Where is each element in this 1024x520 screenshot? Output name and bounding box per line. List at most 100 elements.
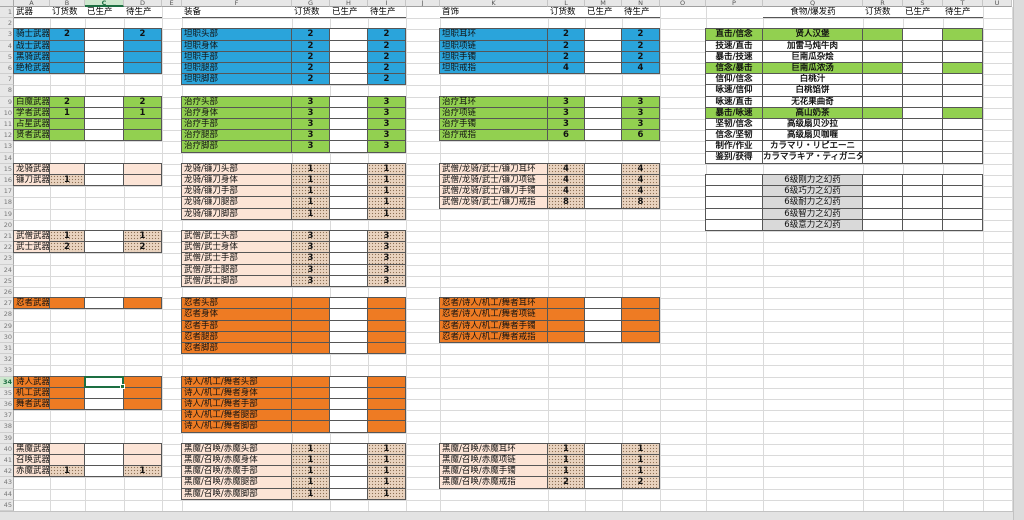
ordered-cell[interactable]: 3 bbox=[548, 96, 585, 108]
pending-cell[interactable]: 3 bbox=[368, 130, 406, 142]
ordered-cell[interactable] bbox=[863, 85, 903, 97]
row-label-cell[interactable]: 治疗耳环 bbox=[440, 96, 548, 108]
row-label-cell[interactable]: 龙骑/镰刀脚部 bbox=[182, 208, 292, 220]
row-label-cell[interactable]: 黑魔/召唤/赤魔项链 bbox=[440, 454, 548, 467]
column-header-I[interactable]: I bbox=[368, 0, 406, 7]
pending-cell[interactable] bbox=[943, 62, 983, 75]
ordered-cell[interactable]: 3 bbox=[548, 118, 585, 131]
ordered-cell[interactable]: 2 bbox=[292, 29, 330, 41]
column-header-C[interactable]: C bbox=[85, 0, 124, 7]
ordered-cell[interactable]: 4 bbox=[548, 186, 585, 198]
row-label-cell[interactable]: 镰刀武器 bbox=[14, 174, 50, 187]
produced-cell[interactable] bbox=[85, 443, 124, 455]
row-label-cell[interactable]: 绝枪武器 bbox=[14, 62, 50, 75]
ordered-cell[interactable] bbox=[548, 298, 585, 310]
row-header-31[interactable]: 31 bbox=[0, 343, 14, 355]
row-label-cell[interactable]: 坦职耳环 bbox=[440, 29, 548, 41]
ordered-cell[interactable]: 1 bbox=[50, 174, 85, 187]
produced-cell[interactable] bbox=[585, 51, 622, 63]
produced-cell[interactable] bbox=[85, 118, 124, 131]
ordered-cell[interactable] bbox=[50, 443, 85, 455]
row-header-16[interactable]: 16 bbox=[0, 175, 14, 187]
ordered-cell[interactable] bbox=[548, 331, 585, 343]
produced-cell[interactable] bbox=[903, 51, 943, 63]
column-header-L[interactable]: L bbox=[548, 0, 585, 7]
ordered-cell[interactable] bbox=[50, 387, 85, 399]
row-label-cell[interactable]: 治疗头部 bbox=[182, 96, 292, 108]
produced-cell[interactable] bbox=[903, 175, 943, 187]
row-label-cell[interactable]: 忍者/诗人/机工/舞者手镯 bbox=[440, 320, 548, 332]
produced-cell[interactable] bbox=[330, 421, 368, 433]
item-name-cell[interactable]: 6级巧力之幻药 bbox=[763, 186, 863, 198]
ordered-cell[interactable] bbox=[50, 298, 85, 310]
row-label-cell[interactable]: 黑魔/召唤/赤魔手部 bbox=[182, 466, 292, 478]
ordered-cell[interactable] bbox=[548, 320, 585, 332]
produced-cell[interactable] bbox=[330, 141, 368, 153]
row-header-4[interactable]: 4 bbox=[0, 40, 14, 52]
ordered-cell[interactable] bbox=[50, 40, 85, 52]
produced-cell[interactable] bbox=[330, 29, 368, 41]
row-header-22[interactable]: 22 bbox=[0, 242, 14, 254]
produced-cell[interactable] bbox=[85, 242, 124, 254]
pending-cell[interactable]: 4 bbox=[622, 62, 660, 75]
produced-cell[interactable] bbox=[330, 488, 368, 500]
row-header-14[interactable]: 14 bbox=[0, 152, 14, 164]
pending-cell[interactable] bbox=[943, 219, 983, 231]
ordered-cell[interactable] bbox=[292, 320, 330, 332]
pending-cell[interactable] bbox=[622, 320, 660, 332]
row-header-10[interactable]: 10 bbox=[0, 107, 14, 119]
row-header-36[interactable]: 36 bbox=[0, 399, 14, 411]
produced-cell[interactable] bbox=[903, 29, 943, 41]
pending-cell[interactable] bbox=[124, 174, 162, 187]
pending-cell[interactable]: 1 bbox=[622, 466, 660, 478]
row-label-cell[interactable]: 忍者腿部 bbox=[182, 331, 292, 343]
pending-cell[interactable] bbox=[368, 398, 406, 411]
pending-cell[interactable] bbox=[943, 152, 983, 164]
ordered-cell[interactable] bbox=[50, 163, 85, 175]
item-name-cell[interactable]: 高山奶茶 bbox=[763, 107, 863, 119]
ordered-cell[interactable]: 8 bbox=[548, 197, 585, 209]
pending-cell[interactable] bbox=[368, 320, 406, 332]
stat-cell[interactable] bbox=[706, 186, 763, 198]
column-header-H[interactable]: H bbox=[330, 0, 368, 7]
ordered-cell[interactable]: 1 bbox=[292, 186, 330, 198]
row-label-cell[interactable]: 机工武器 bbox=[14, 387, 50, 399]
produced-cell[interactable] bbox=[85, 163, 124, 175]
row-header-3[interactable]: 3 bbox=[0, 29, 14, 41]
pending-cell[interactable] bbox=[943, 96, 983, 108]
row-label-cell[interactable]: 坦职项链 bbox=[440, 40, 548, 52]
ordered-cell[interactable]: 1 bbox=[50, 466, 85, 478]
produced-cell[interactable] bbox=[585, 320, 622, 332]
row-label-cell[interactable]: 战士武器 bbox=[14, 40, 50, 52]
ordered-cell[interactable]: 2 bbox=[548, 51, 585, 63]
row-header-8[interactable]: 8 bbox=[0, 85, 14, 97]
ordered-cell[interactable]: 2 bbox=[50, 242, 85, 254]
produced-cell[interactable] bbox=[903, 197, 943, 209]
row-label-cell[interactable]: 治疗项链 bbox=[440, 107, 548, 119]
row-label-cell[interactable]: 忍者脚部 bbox=[182, 342, 292, 355]
pending-cell[interactable] bbox=[943, 51, 983, 63]
row-label-cell[interactable]: 治疗身体 bbox=[182, 107, 292, 119]
pending-cell[interactable]: 3 bbox=[622, 107, 660, 119]
pending-cell[interactable]: 4 bbox=[622, 163, 660, 175]
ordered-cell[interactable] bbox=[863, 118, 903, 131]
stat-cell[interactable]: 技速/直击 bbox=[706, 40, 763, 52]
pending-cell[interactable] bbox=[622, 309, 660, 321]
pending-cell[interactable]: 1 bbox=[124, 107, 162, 119]
ordered-cell[interactable] bbox=[548, 309, 585, 321]
pending-cell[interactable]: 1 bbox=[124, 466, 162, 478]
pending-cell[interactable]: 2 bbox=[124, 96, 162, 108]
ordered-cell[interactable]: 1 bbox=[292, 454, 330, 467]
pending-cell[interactable] bbox=[368, 376, 406, 388]
item-name-cell[interactable]: カラマラキア・ティガニタ bbox=[763, 152, 863, 164]
pending-cell[interactable] bbox=[124, 398, 162, 411]
column-header-M[interactable]: M bbox=[585, 0, 622, 7]
item-name-cell[interactable]: 6级意力之幻药 bbox=[763, 219, 863, 231]
pending-cell[interactable]: 2 bbox=[622, 29, 660, 41]
ordered-cell[interactable] bbox=[863, 186, 903, 198]
pending-cell[interactable]: 6 bbox=[622, 130, 660, 142]
produced-cell[interactable] bbox=[330, 130, 368, 142]
pending-cell[interactable]: 3 bbox=[368, 141, 406, 153]
row-label-cell[interactable]: 占星武器 bbox=[14, 118, 50, 131]
column-header-S[interactable]: S bbox=[903, 0, 943, 7]
